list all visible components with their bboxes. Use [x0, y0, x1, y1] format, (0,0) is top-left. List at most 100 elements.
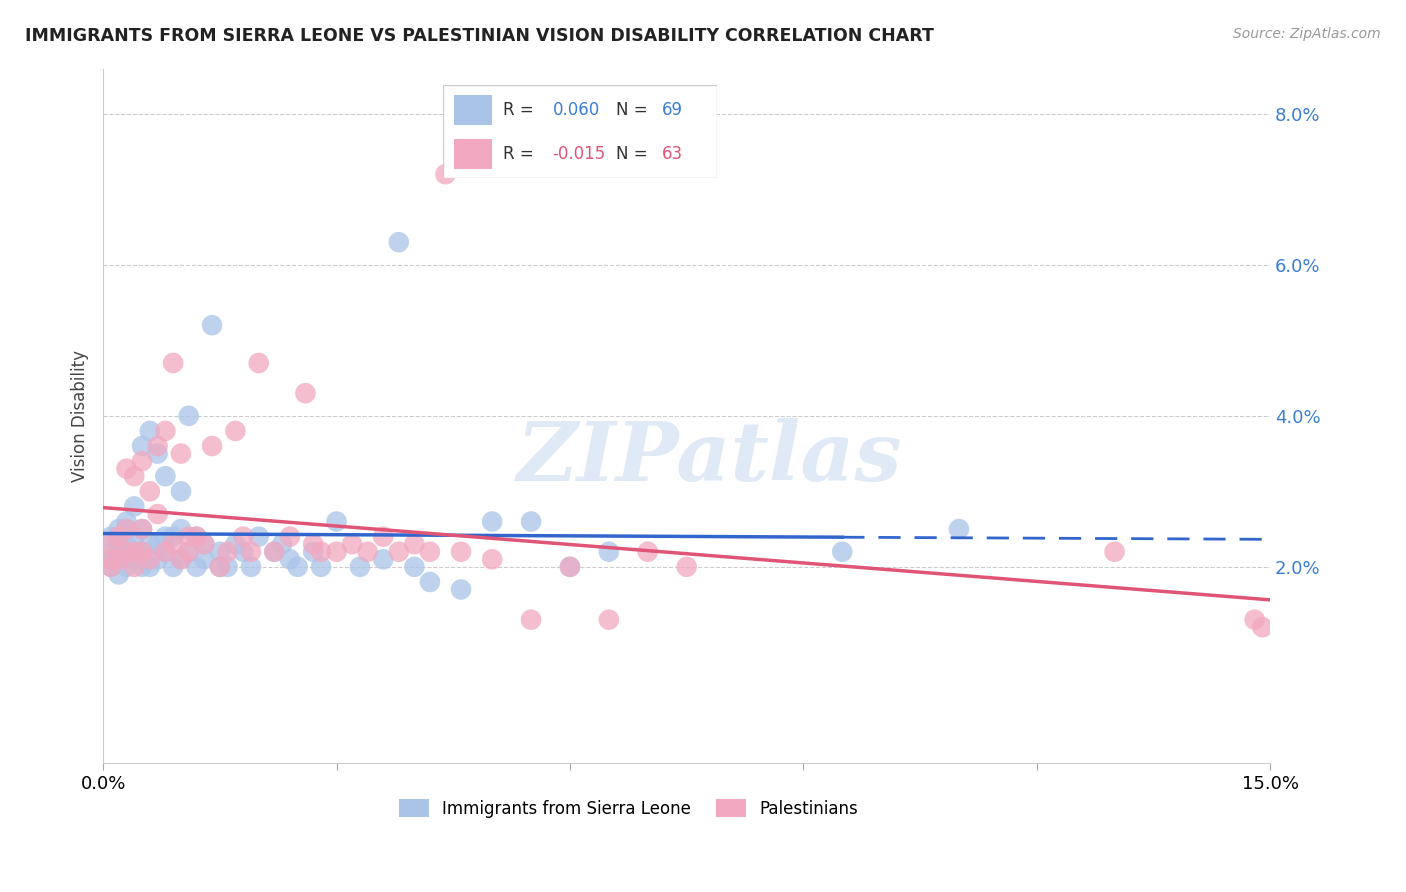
Point — [100, 559, 122, 574]
Point — [115, 545, 138, 559]
Text: N =: N = — [616, 101, 647, 119]
Point — [107, 530, 129, 544]
Legend: Immigrants from Sierra Leone, Palestinians: Immigrants from Sierra Leone, Palestinia… — [392, 793, 865, 824]
Point — [170, 552, 193, 566]
Text: N =: N = — [616, 145, 647, 163]
Point — [131, 522, 153, 536]
Point — [247, 356, 270, 370]
Point — [177, 409, 200, 423]
Text: Source: ZipAtlas.com: Source: ZipAtlas.com — [1233, 27, 1381, 41]
Point — [100, 530, 122, 544]
Text: IMMIGRANTS FROM SIERRA LEONE VS PALESTINIAN VISION DISABILITY CORRELATION CHART: IMMIGRANTS FROM SIERRA LEONE VS PALESTIN… — [25, 27, 934, 45]
Point — [162, 356, 184, 370]
Point — [450, 545, 472, 559]
Point — [115, 515, 138, 529]
Point — [247, 530, 270, 544]
Point — [224, 537, 246, 551]
Point — [217, 559, 239, 574]
Point — [598, 545, 620, 559]
Text: 0.060: 0.060 — [553, 101, 600, 119]
Point — [271, 537, 294, 551]
Point — [208, 559, 231, 574]
Text: R =: R = — [503, 101, 534, 119]
Point — [115, 545, 138, 559]
Point — [186, 530, 208, 544]
Point — [287, 559, 309, 574]
Point — [131, 454, 153, 468]
Point — [349, 559, 371, 574]
Point — [122, 552, 145, 566]
Point — [155, 530, 177, 544]
Point — [115, 461, 138, 475]
Point — [100, 559, 122, 574]
Point — [162, 530, 184, 544]
Y-axis label: Vision Disability: Vision Disability — [72, 350, 89, 482]
Point — [131, 559, 153, 574]
Point — [388, 235, 411, 249]
Point — [263, 545, 285, 559]
Point — [309, 545, 332, 559]
Point — [177, 530, 200, 544]
Point — [278, 552, 301, 566]
Point — [598, 613, 620, 627]
Point — [481, 552, 503, 566]
Point — [404, 559, 426, 574]
Point — [239, 559, 262, 574]
Point — [146, 446, 169, 460]
Point — [481, 515, 503, 529]
Point — [155, 545, 177, 559]
Point — [831, 545, 853, 559]
Point — [115, 522, 138, 536]
Point — [139, 552, 162, 566]
Point — [450, 582, 472, 597]
FancyBboxPatch shape — [454, 139, 492, 169]
Point — [278, 530, 301, 544]
Point — [302, 537, 325, 551]
Point — [131, 545, 153, 559]
Point — [177, 545, 200, 559]
Point — [520, 613, 543, 627]
Point — [107, 522, 129, 536]
Point — [193, 537, 215, 551]
Point — [373, 530, 395, 544]
Point — [122, 530, 145, 544]
Point — [131, 522, 153, 536]
Point — [224, 424, 246, 438]
Point — [122, 545, 145, 559]
Point — [131, 545, 153, 559]
Point — [162, 559, 184, 574]
Point — [107, 530, 129, 544]
Point — [232, 530, 254, 544]
Point — [155, 424, 177, 438]
Point — [434, 167, 457, 181]
Point — [520, 515, 543, 529]
Point — [107, 537, 129, 551]
Point — [146, 507, 169, 521]
Point — [139, 484, 162, 499]
Point — [170, 522, 193, 536]
Point — [325, 515, 347, 529]
Point — [193, 537, 215, 551]
Point — [1243, 613, 1265, 627]
Point — [201, 318, 224, 333]
Point — [302, 545, 325, 559]
Point — [107, 552, 129, 566]
Point — [948, 522, 970, 536]
Point — [558, 559, 581, 574]
Point — [325, 545, 347, 559]
Point — [139, 559, 162, 574]
Point — [186, 559, 208, 574]
Point — [201, 439, 224, 453]
Text: 63: 63 — [662, 145, 683, 163]
Point — [637, 545, 659, 559]
Point — [239, 545, 262, 559]
Point — [186, 530, 208, 544]
Point — [294, 386, 316, 401]
Point — [177, 545, 200, 559]
Point — [340, 537, 363, 551]
Point — [100, 552, 122, 566]
Text: -0.015: -0.015 — [553, 145, 606, 163]
Point — [146, 552, 169, 566]
Point — [1251, 620, 1274, 634]
Point — [170, 484, 193, 499]
